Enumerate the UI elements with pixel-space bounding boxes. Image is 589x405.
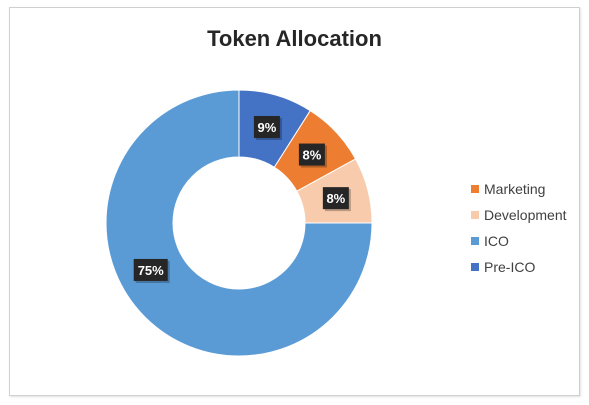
data-label: 8% [322, 187, 351, 212]
data-label-text: 75% [138, 263, 164, 278]
chart-legend: Marketing Development ICO Pre-ICO [471, 176, 567, 280]
data-label: 75% [133, 258, 170, 283]
legend-item: Pre-ICO [471, 254, 567, 280]
legend-item: Development [471, 202, 567, 228]
chart-title: Token Allocation [207, 26, 382, 51]
legend-swatch [471, 211, 479, 219]
data-label-text: 8% [302, 148, 321, 163]
slice-ico [105, 89, 373, 357]
donut-chart: 9% 8% 8% 75% [105, 89, 373, 357]
legend-label: Marketing [484, 181, 546, 197]
data-label-text: 8% [326, 191, 345, 206]
data-label: 9% [253, 115, 282, 140]
legend-item: Marketing [471, 176, 567, 202]
data-label: 8% [298, 143, 327, 168]
chart-area: Token Allocation 9% 8% 8% 75% Marketing Deve… [9, 7, 580, 396]
legend-item: ICO [471, 228, 567, 254]
legend-swatch [471, 263, 479, 271]
legend-label: Pre-ICO [484, 259, 536, 275]
legend-swatch [471, 237, 479, 245]
legend-label: Development [484, 207, 567, 223]
data-label-text: 9% [258, 120, 277, 135]
legend-swatch [471, 185, 479, 193]
legend-label: ICO [484, 233, 509, 249]
